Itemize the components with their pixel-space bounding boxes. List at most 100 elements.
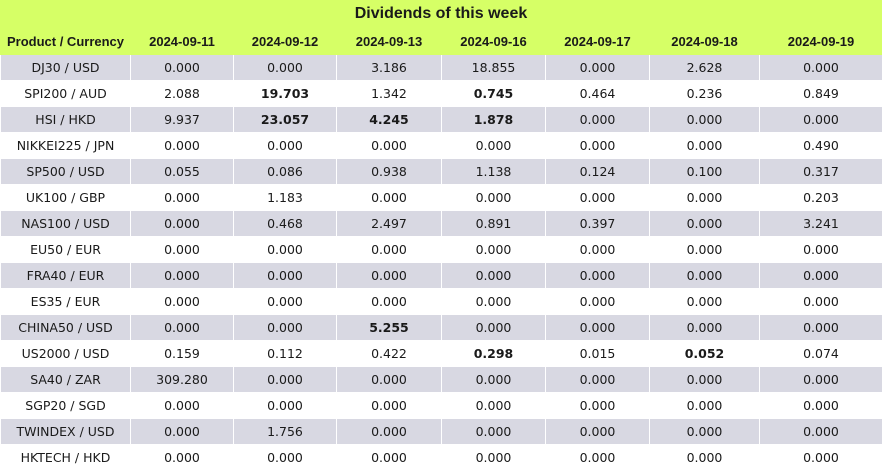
dividend-value-cell: 0.000 [233,54,337,81]
table-row: SA40 / ZAR 309.280 0.000 0.000 0.000 0.000 0.0… [0,366,882,393]
dividend-value-cell: 0.000 [441,288,546,315]
dividend-value-cell: 0.000 [130,418,234,445]
dividend-value-cell: 0.000 [649,262,760,289]
dividend-value-cell: 0.112 [233,340,337,367]
dividend-value-cell: 0.000 [130,314,234,341]
dividend-value-cell: 0.000 [759,106,882,133]
dividend-value-cell: 0.938 [336,158,442,185]
dividend-value-cell: 0.000 [336,392,442,419]
dividend-value-cell: 1.878 [441,106,546,133]
dividend-value-cell: 0.000 [759,392,882,419]
dividend-value-cell: 0.000 [336,132,442,159]
dividend-value-cell: 0.000 [545,366,650,393]
dividend-value-cell: 0.000 [649,418,760,445]
dividend-value-cell: 0.000 [545,132,650,159]
dividend-value-cell: 0.000 [649,236,760,263]
table-row: SP500 / USD 0.055 0.086 0.938 1.138 0.124 0.10… [0,158,882,185]
dividend-value-cell: 0.000 [441,262,546,289]
product-cell: FRA40 / EUR [0,262,131,289]
table-row: UK100 / GBP 0.000 1.183 0.000 0.000 0.000 0.00… [0,184,882,211]
dividend-value-cell: 2.497 [336,210,442,237]
dividend-value-cell: 3.186 [336,54,442,81]
product-cell: SP500 / USD [0,158,131,185]
dividend-value-cell: 0.490 [759,132,882,159]
dividend-value-cell: 0.000 [545,288,650,315]
dividend-value-cell: 0.000 [649,288,760,315]
dividend-value-cell: 0.000 [130,262,234,289]
dividend-value-cell: 0.000 [441,236,546,263]
dividend-value-cell: 0.000 [336,236,442,263]
dividend-value-cell: 0.745 [441,80,546,107]
table-row: DJ30 / USD 0.000 0.000 3.186 18.855 0.000 2.62… [0,54,882,81]
dividend-value-cell: 0.000 [545,314,650,341]
table-row: NIKKEI225 / JPN 0.000 0.000 0.000 0.000 0.000… [0,132,882,159]
dividend-value-cell: 0.000 [649,132,760,159]
dividend-value-cell: 0.124 [545,158,650,185]
dividend-value-cell: 0.000 [545,418,650,445]
dividend-value-cell: 0.000 [336,262,442,289]
table-row: HKTECH / HKD 0.000 0.000 0.000 0.000 0.000 0.0… [0,444,882,469]
dividend-value-cell: 0.000 [759,54,882,81]
dividend-value-cell: 19.703 [233,80,337,107]
dividend-value-cell: 0.015 [545,340,650,367]
table-row: FRA40 / EUR 0.000 0.000 0.000 0.000 0.000 0.00… [0,262,882,289]
dividend-value-cell: 0.000 [649,314,760,341]
dividends-table: Product / Currency 2024-09-11 2024-09-12… [0,27,882,469]
dividend-value-cell: 0.000 [649,106,760,133]
dividend-value-cell: 0.000 [130,288,234,315]
dividend-value-cell: 0.000 [441,184,546,211]
dividend-value-cell: 1.138 [441,158,546,185]
header-date: 2024-09-12 [233,27,337,55]
dividend-value-cell: 0.000 [441,132,546,159]
dividend-value-cell: 0.000 [545,262,650,289]
dividend-value-cell: 9.937 [130,106,234,133]
dividend-value-cell: 0.464 [545,80,650,107]
dividend-value-cell: 0.000 [233,314,337,341]
product-cell: ES35 / EUR [0,288,131,315]
dividend-value-cell: 0.000 [545,106,650,133]
dividend-value-cell: 0.000 [649,210,760,237]
dividend-value-cell: 0.055 [130,158,234,185]
dividend-value-cell: 0.000 [130,184,234,211]
product-cell: NAS100 / USD [0,210,131,237]
dividend-value-cell: 0.000 [545,236,650,263]
dividend-value-cell: 0.000 [545,54,650,81]
dividend-value-cell: 0.000 [336,184,442,211]
dividend-value-cell: 0.000 [649,184,760,211]
dividend-value-cell: 0.000 [233,236,337,263]
product-cell: TWINDEX / USD [0,418,131,445]
dividend-value-cell: 0.000 [336,288,442,315]
dividend-value-cell: 0.422 [336,340,442,367]
dividend-value-cell: 2.088 [130,80,234,107]
dividend-value-cell: 0.000 [759,418,882,445]
dividend-value-cell: 0.000 [233,366,337,393]
dividend-value-cell: 0.086 [233,158,337,185]
product-cell: CHINA50 / USD [0,314,131,341]
dividend-value-cell: 0.000 [233,262,337,289]
header-date: 2024-09-11 [130,27,234,55]
dividend-value-cell: 2.628 [649,54,760,81]
dividend-value-cell: 0.891 [441,210,546,237]
product-cell: EU50 / EUR [0,236,131,263]
dividend-value-cell: 0.000 [233,132,337,159]
table-row: HSI / HKD 9.937 23.057 4.245 1.878 0.000 0.000… [0,106,882,133]
dividend-value-cell: 0.000 [130,444,234,469]
dividend-value-cell: 0.236 [649,80,760,107]
table-row: ES35 / EUR 0.000 0.000 0.000 0.000 0.000 0.000… [0,288,882,315]
dividend-value-cell: 0.000 [759,262,882,289]
dividend-value-cell: 0.000 [336,418,442,445]
product-cell: DJ30 / USD [0,54,131,81]
dividend-value-cell: 0.000 [441,444,546,469]
table-row: SPI200 / AUD 2.088 19.703 1.342 0.745 0.464 0.… [0,80,882,107]
dividend-value-cell: 0.000 [649,366,760,393]
product-cell: SPI200 / AUD [0,80,131,107]
dividend-value-cell: 0.000 [130,54,234,81]
table-row: CHINA50 / USD 0.000 0.000 5.255 0.000 0.000 0.… [0,314,882,341]
dividend-value-cell: 0.000 [233,288,337,315]
dividend-value-cell: 0.000 [759,314,882,341]
dividend-value-cell: 1.183 [233,184,337,211]
dividend-value-cell: 0.317 [759,158,882,185]
dividend-value-cell: 23.057 [233,106,337,133]
header-product: Product / Currency [0,27,131,55]
dividend-value-cell: 0.298 [441,340,546,367]
